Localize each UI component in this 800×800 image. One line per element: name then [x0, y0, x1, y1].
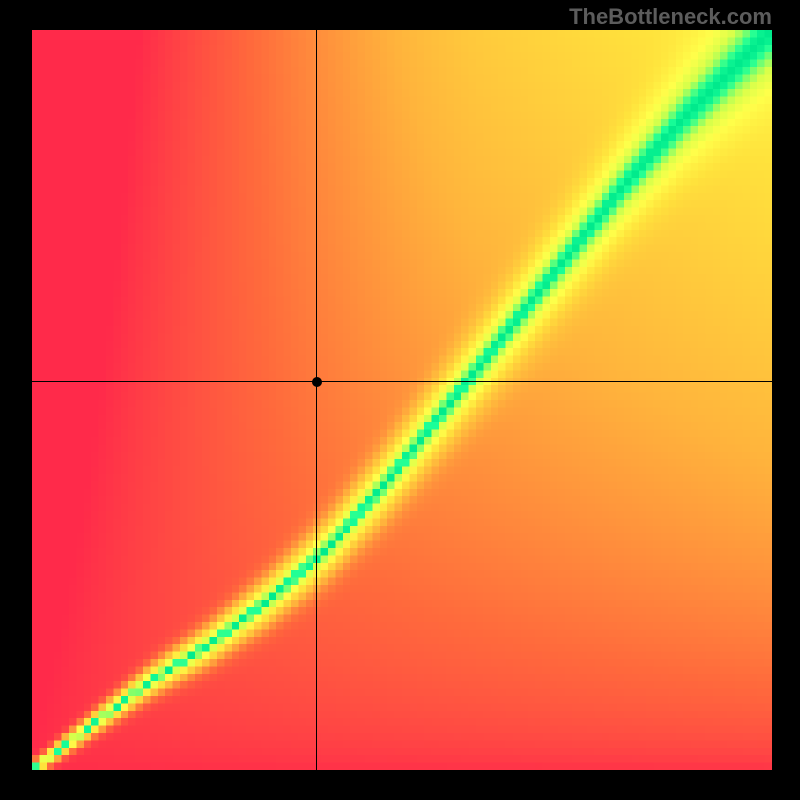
- heatmap-canvas: [32, 30, 772, 770]
- crosshair-vertical: [316, 30, 317, 770]
- crosshair-marker: [312, 377, 322, 387]
- chart-container: TheBottleneck.com: [0, 0, 800, 800]
- attribution-text: TheBottleneck.com: [569, 4, 772, 30]
- crosshair-horizontal: [32, 381, 772, 382]
